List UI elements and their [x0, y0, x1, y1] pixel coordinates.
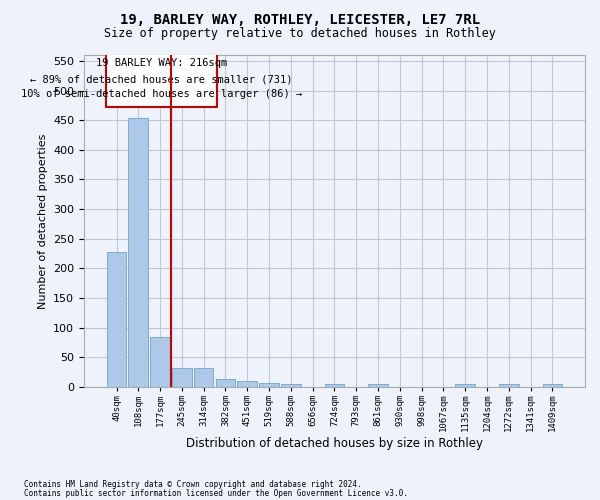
X-axis label: Distribution of detached houses by size in Rothley: Distribution of detached houses by size … — [186, 437, 483, 450]
Y-axis label: Number of detached properties: Number of detached properties — [38, 133, 47, 308]
Bar — [259, 382, 279, 387]
Bar — [368, 384, 388, 387]
Text: ← 89% of detached houses are smaller (731): ← 89% of detached houses are smaller (73… — [30, 74, 292, 85]
Bar — [128, 118, 148, 387]
Bar — [455, 384, 475, 387]
Bar — [542, 384, 562, 387]
Text: Size of property relative to detached houses in Rothley: Size of property relative to detached ho… — [104, 28, 496, 40]
Bar — [499, 384, 518, 387]
Bar — [215, 379, 235, 387]
FancyBboxPatch shape — [106, 51, 217, 107]
Bar — [325, 384, 344, 387]
Bar — [150, 337, 170, 387]
Text: Contains HM Land Registry data © Crown copyright and database right 2024.: Contains HM Land Registry data © Crown c… — [24, 480, 362, 489]
Text: 19, BARLEY WAY, ROTHLEY, LEICESTER, LE7 7RL: 19, BARLEY WAY, ROTHLEY, LEICESTER, LE7 … — [120, 12, 480, 26]
Text: 19 BARLEY WAY: 216sqm: 19 BARLEY WAY: 216sqm — [95, 58, 227, 68]
Text: 10% of semi-detached houses are larger (86) →: 10% of semi-detached houses are larger (… — [20, 90, 302, 100]
Text: Contains public sector information licensed under the Open Government Licence v3: Contains public sector information licen… — [24, 489, 408, 498]
Bar — [194, 368, 214, 387]
Bar — [172, 368, 192, 387]
Bar — [107, 252, 127, 387]
Bar — [281, 384, 301, 387]
Bar — [238, 381, 257, 387]
